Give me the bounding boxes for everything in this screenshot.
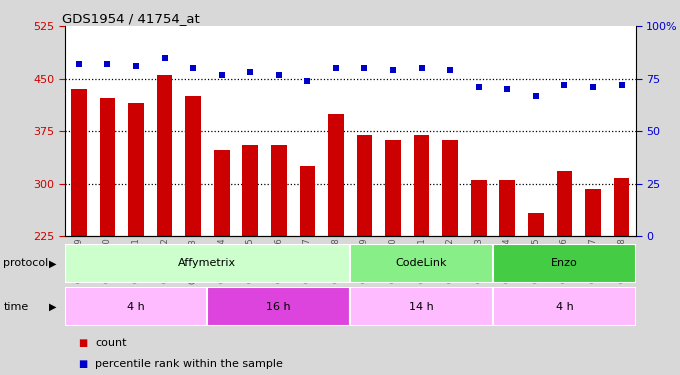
Bar	[185, 96, 201, 236]
Text: protocol: protocol	[3, 258, 49, 268]
Point	[416, 65, 427, 71]
Bar	[214, 150, 230, 236]
Bar	[413, 135, 430, 236]
Bar	[613, 178, 630, 236]
Text: Enzo: Enzo	[551, 258, 578, 268]
Bar	[350, 244, 493, 283]
Point	[245, 69, 256, 75]
Point	[216, 72, 227, 78]
Point	[445, 68, 456, 74]
Bar	[65, 287, 207, 326]
Bar	[528, 213, 544, 236]
Bar	[207, 287, 350, 326]
Bar	[493, 244, 636, 283]
Bar	[128, 103, 144, 236]
Bar	[99, 98, 116, 236]
Bar	[385, 140, 401, 236]
Text: 4 h: 4 h	[556, 302, 573, 312]
Bar	[442, 140, 458, 236]
Bar	[556, 171, 573, 236]
Point	[102, 61, 113, 67]
Point	[530, 93, 541, 99]
Text: percentile rank within the sample: percentile rank within the sample	[95, 359, 283, 369]
Point	[473, 84, 484, 90]
Text: ■: ■	[78, 338, 88, 348]
Bar	[499, 180, 515, 236]
Bar	[65, 244, 350, 283]
Text: 4 h: 4 h	[127, 302, 145, 312]
Point	[559, 82, 570, 88]
Bar	[356, 135, 373, 236]
Point	[502, 86, 513, 92]
Text: ▶: ▶	[49, 302, 56, 312]
Bar	[71, 89, 87, 236]
Bar	[271, 145, 287, 236]
Point	[302, 78, 313, 84]
Text: 16 h: 16 h	[267, 302, 291, 312]
Text: 14 h: 14 h	[409, 302, 434, 312]
Text: count: count	[95, 338, 126, 348]
Text: Affymetrix: Affymetrix	[178, 258, 237, 268]
Bar	[299, 166, 316, 236]
Text: ■: ■	[78, 359, 88, 369]
Point	[131, 63, 141, 69]
Point	[159, 55, 170, 61]
Point	[73, 61, 84, 67]
Bar	[156, 75, 173, 236]
Bar	[471, 180, 487, 236]
Point	[588, 84, 598, 90]
Text: GDS1954 / 41754_at: GDS1954 / 41754_at	[62, 12, 199, 25]
Point	[616, 82, 627, 88]
Text: CodeLink: CodeLink	[396, 258, 447, 268]
Text: time: time	[3, 302, 29, 312]
Point	[388, 68, 398, 74]
Bar	[242, 145, 258, 236]
Point	[273, 72, 284, 78]
Bar	[585, 189, 601, 236]
Bar	[328, 114, 344, 236]
Text: ▶: ▶	[49, 258, 56, 268]
Bar	[350, 287, 493, 326]
Bar	[493, 287, 636, 326]
Point	[188, 65, 199, 71]
Point	[330, 65, 341, 71]
Point	[359, 65, 370, 71]
